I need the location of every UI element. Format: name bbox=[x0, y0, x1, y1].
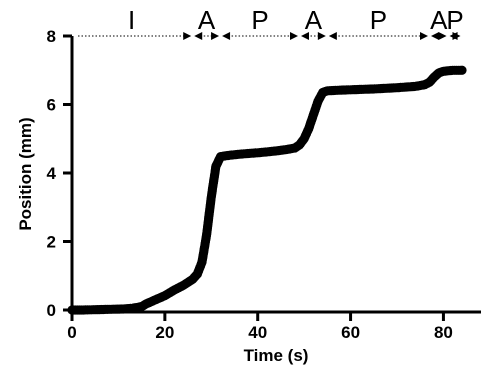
phase-label: P bbox=[251, 5, 268, 35]
phase-segment: A bbox=[430, 5, 448, 40]
y-tick-label: 4 bbox=[47, 164, 57, 183]
phase-arrowhead-right bbox=[317, 32, 326, 40]
phase-arrowhead-left bbox=[222, 32, 231, 40]
data-point bbox=[457, 65, 467, 75]
x-axis-title: Time (s) bbox=[244, 346, 309, 365]
phase-arrowhead-right bbox=[420, 32, 428, 40]
x-tick-label: 40 bbox=[248, 323, 267, 342]
phase-segment: I bbox=[78, 5, 192, 40]
y-tick-label: 2 bbox=[47, 233, 56, 252]
phase-arrowhead-left bbox=[328, 32, 337, 40]
phase-label: I bbox=[128, 5, 135, 35]
phase-arrowhead-left bbox=[301, 32, 309, 40]
y-tick-label: 8 bbox=[47, 27, 56, 46]
phase-annotations: I A P A P AP bbox=[78, 5, 464, 40]
phase-segment: A bbox=[301, 5, 326, 40]
phase-segment: P bbox=[446, 5, 464, 40]
phase-arrowhead-right bbox=[211, 32, 220, 40]
data-points bbox=[67, 65, 467, 315]
phase-segment: P bbox=[222, 5, 298, 40]
phase-label: P bbox=[446, 5, 463, 35]
x-tick-label: 20 bbox=[155, 323, 174, 342]
phase-arrowhead-left bbox=[431, 32, 439, 40]
axes bbox=[70, 36, 481, 314]
phase-label: A bbox=[430, 5, 448, 35]
x-tick-label: 0 bbox=[67, 323, 76, 342]
ticks: 0 20 40 60 80 0 2 4 6 8 bbox=[47, 27, 453, 342]
y-axis-title: Position (mm) bbox=[16, 117, 35, 230]
phase-segment: A bbox=[194, 5, 220, 40]
phase-arrowhead-left bbox=[194, 32, 203, 40]
phase-segment: P bbox=[328, 5, 428, 40]
phase-arrowhead-right bbox=[183, 32, 192, 40]
x-tick-label: 60 bbox=[341, 323, 360, 342]
phase-label: A bbox=[305, 5, 323, 35]
phase-arrowhead-right bbox=[290, 32, 298, 40]
phase-label: P bbox=[370, 5, 387, 35]
phase-arrowhead-right bbox=[438, 32, 447, 40]
phase-label: A bbox=[198, 5, 216, 35]
x-tick-label: 80 bbox=[434, 323, 453, 342]
y-tick-label: 6 bbox=[47, 96, 56, 115]
phase-arrowhead-right bbox=[452, 32, 461, 40]
y-tick-label: 0 bbox=[47, 301, 56, 320]
